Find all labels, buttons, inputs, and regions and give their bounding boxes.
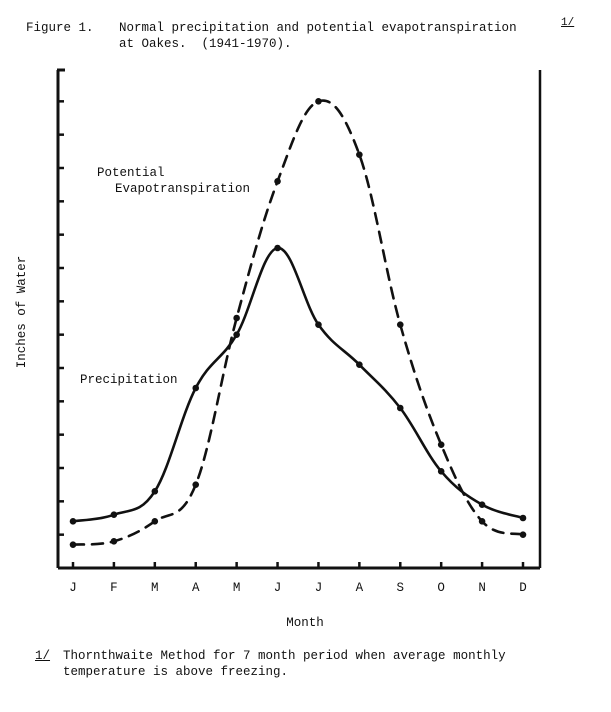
precipitation-point [274, 244, 281, 252]
x-tick-label: D [519, 581, 527, 595]
x-tick-label: M [233, 581, 241, 595]
pet-label-line-2: Evapotranspiration [115, 182, 250, 196]
precipitation-point [151, 488, 159, 495]
x-tick-label: O [437, 581, 445, 595]
precipitation-point [356, 361, 363, 368]
pet-line [71, 99, 525, 546]
pet-point [315, 98, 322, 105]
x-tick-label: A [356, 581, 364, 595]
precipitation-point [110, 511, 118, 518]
axis-ticks [58, 100, 525, 568]
x-tick-label: J [315, 581, 323, 595]
x-tick-label: A [192, 581, 200, 595]
x-tick-label: F [110, 581, 118, 595]
pet-point [110, 538, 118, 545]
data-points [69, 98, 527, 548]
precipitation-point [233, 331, 240, 338]
precipitation-point [478, 501, 486, 508]
footnote-mark: 1/ [35, 649, 51, 663]
pet-point [192, 481, 200, 488]
caption-line-2: at Oakes. (1941-1970). [119, 37, 292, 51]
pet-point [519, 531, 527, 538]
pet-point [151, 518, 159, 525]
footnote: 1/ Thornthwaite Method for 7 month perio… [35, 648, 506, 712]
pet-point [478, 518, 486, 525]
figure-number: Figure 1. [26, 21, 94, 35]
precipitation-point [437, 468, 445, 475]
precipitation-point [192, 384, 200, 392]
x-tick-label: M [151, 581, 159, 595]
precipitation-point [396, 404, 404, 412]
pet-point [233, 314, 240, 322]
line-chart: J F M A M J J A S O N D Month Inches of Water Poten… [15, 68, 542, 630]
precipitation-point [519, 514, 527, 522]
pet-point [396, 321, 404, 328]
pet-point [69, 541, 77, 548]
precipitation-point [69, 518, 77, 525]
x-tick-label: N [478, 581, 486, 595]
pet-point [274, 178, 281, 185]
pet-point [356, 151, 363, 158]
axes [56, 68, 542, 570]
y-axis-label: Inches of Water [15, 256, 29, 369]
footnote-line-2: temperature is above freezing. [63, 665, 289, 679]
x-tick-label: J [69, 581, 77, 595]
caption-line-1: Normal precipitation and potential evapo… [119, 21, 517, 35]
precipitation-label: Precipitation [80, 373, 178, 387]
precipitation-point [315, 321, 322, 328]
x-tick-label: J [274, 581, 282, 595]
footnote-reference: 1/ [561, 17, 575, 29]
pet-point [437, 441, 445, 448]
x-axis-label: Month [286, 616, 324, 630]
pet-label-line-1: Potential [97, 166, 165, 180]
footnote-line-1: Thornthwaite Method for 7 month period w… [63, 649, 506, 663]
figure-caption: Figure 1. Normal precipitation and poten… [26, 17, 574, 100]
x-tick-label: S [397, 581, 405, 595]
